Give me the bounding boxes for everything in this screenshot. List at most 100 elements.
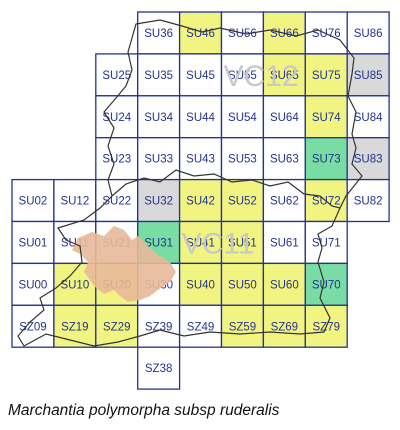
grid-square-fill	[137, 95, 181, 139]
grid-square-label: SU02	[19, 196, 48, 208]
grid-square-su50: SU50	[220, 262, 265, 306]
grid-square-su02: SU02	[11, 178, 55, 223]
grid-square-label: SU85	[354, 70, 383, 82]
grid-square-su74: SU74	[304, 95, 348, 139]
grid-square-label: SU52	[228, 196, 257, 208]
grid-square-su01: SU01	[11, 220, 55, 265]
distribution-map: SU36 SU46 SU56 SU66 SU76 SU86 SU25 SU35 SU45 SU55…	[11, 11, 390, 390]
grid-square-label: SU71	[312, 237, 341, 249]
grid-square-label: SU63	[270, 154, 299, 166]
grid-square-label: SU61	[270, 237, 299, 249]
grid-square-label: SU50	[228, 279, 257, 291]
grid-square-su45: SU45	[178, 53, 223, 97]
grid-square-su23: SU23	[95, 137, 139, 181]
grid-square-label: SU70	[312, 279, 341, 291]
grid-square-label: SU41	[186, 237, 215, 249]
grid-square-fill	[178, 95, 223, 139]
grid-square-label: SZ39	[145, 321, 173, 333]
grid-square-label: SZ09	[19, 321, 47, 333]
vice-county-label: VC12	[224, 60, 299, 93]
grid-square-fill	[262, 262, 306, 306]
grid-square-su63: SU63	[262, 137, 306, 181]
grid-square-label: SU84	[354, 112, 383, 124]
grid-square-fill	[95, 137, 139, 181]
grid-square-su75: SU75	[304, 53, 348, 97]
grid-square-label: SU42	[186, 196, 215, 208]
grid-square-su54: SU54	[220, 95, 265, 139]
grid-square-fill	[304, 137, 348, 181]
grid-square-fill	[220, 137, 265, 181]
grid-square-su73: SU73	[304, 137, 348, 181]
grid-square-fill	[137, 346, 181, 390]
grid-square-label: SU54	[228, 112, 257, 124]
grid-square-label: SU75	[312, 70, 341, 82]
grid-square-fill	[95, 178, 139, 223]
grid-square-su40: SU40	[178, 262, 223, 306]
grid-square-su83: SU83	[346, 137, 390, 181]
vice-county-labels: VC12 VC11	[182, 60, 299, 261]
grid-square-label: SU44	[186, 112, 215, 124]
grid-square-fill	[220, 178, 265, 223]
grid-square-fill	[178, 137, 223, 181]
grid-square-fill	[137, 11, 181, 55]
grid-square-su71: SU71	[304, 220, 348, 265]
grid-square-label: SU33	[144, 154, 173, 166]
grid-square-su42: SU42	[178, 178, 223, 223]
grid-square-fill	[262, 220, 306, 265]
grid-square-label: SU62	[270, 196, 299, 208]
grid-square-label: SU36	[144, 28, 173, 40]
grid-square-su36: SU36	[137, 11, 181, 55]
grid-square-sz39: SZ39	[137, 304, 181, 348]
grid-square-sz38: SZ38	[137, 346, 181, 390]
grid-square-label: SU45	[186, 70, 215, 82]
grid-square-su70: SU70	[304, 262, 348, 306]
grid-square-label: SU34	[144, 112, 173, 124]
grid-square-fill	[304, 95, 348, 139]
grid-square-su33: SU33	[137, 137, 181, 181]
grid-square-su43: SU43	[178, 137, 223, 181]
grid-square-label: SU40	[186, 279, 215, 291]
grid-square-sz19: SZ19	[53, 304, 97, 348]
grid-square-fill	[304, 220, 348, 265]
grid-square-fill	[137, 53, 181, 97]
grid-square-su12: SU12	[53, 178, 97, 223]
grid-square-label: SZ69	[271, 321, 299, 333]
grid-square-label: SU24	[102, 112, 131, 124]
grid-square-su60: SU60	[262, 262, 306, 306]
grid-square-label: SU65	[270, 70, 299, 82]
grid-square-label: SZ29	[103, 321, 131, 333]
grid-square-su22: SU22	[95, 178, 139, 223]
vice-county-boundary	[17, 19, 363, 347]
grid-square-su61: SU61	[262, 220, 306, 265]
grid-square-fill	[95, 95, 139, 139]
grid-square-label: SU12	[60, 196, 89, 208]
grid-square-su34: SU34	[137, 95, 181, 139]
grid-square-label: SU82	[354, 196, 383, 208]
grid-square-fill	[178, 178, 223, 223]
grid-square-fill	[262, 53, 306, 97]
grid-square-su62: SU62	[262, 178, 306, 223]
grid-square-fill	[53, 304, 97, 348]
grid-square-label: SU55	[228, 70, 257, 82]
grid-square-su85: SU85	[346, 53, 390, 97]
grid-square-label: SU01	[19, 237, 48, 249]
grid-square-su53: SU53	[220, 137, 265, 181]
grid-square-su84: SU84	[346, 95, 390, 139]
grid-square-fill	[262, 137, 306, 181]
grid-square-su46: SU46	[178, 11, 223, 55]
grid-square-label: SU64	[270, 112, 299, 124]
grid-square-fill	[11, 220, 55, 265]
grid-square-label: SU32	[144, 196, 173, 208]
grid-square-su55: SU55	[220, 53, 265, 97]
grid-square-fill	[262, 304, 306, 348]
grid-square-label: SZ38	[145, 363, 173, 375]
grid-square-label: SZ59	[229, 321, 257, 333]
grid-square-su51: SU51	[220, 220, 265, 265]
grid-square-fill	[262, 178, 306, 223]
grid-square-su76: SU76	[304, 11, 348, 55]
grid-square-su00: SU00	[11, 262, 55, 306]
grid-square-label: SU10	[60, 279, 89, 291]
grid-square-fill	[178, 11, 223, 55]
grid-square-label: SU56	[228, 28, 257, 40]
grid-square-label: SU51	[228, 237, 257, 249]
